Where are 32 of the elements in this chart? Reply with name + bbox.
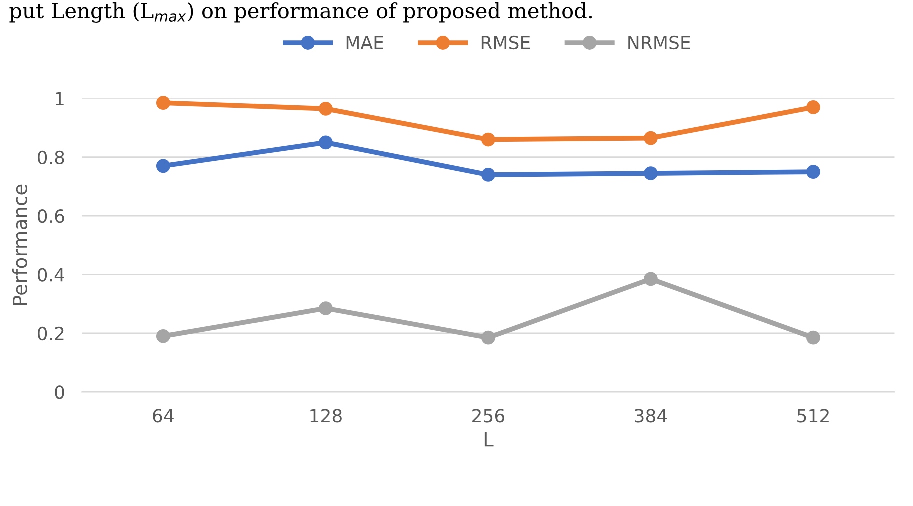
point [318, 136, 333, 150]
legend-label: RMSE [482, 36, 530, 50]
point [482, 168, 496, 182]
y-tick-label: 0.2 [38, 326, 64, 341]
x-tick-label: 128 [310, 409, 342, 423]
point [644, 131, 658, 146]
x-tick-label: 512 [798, 409, 829, 423]
y-tick-label: 0 [55, 386, 64, 400]
x-tick-label: 64 [153, 409, 174, 423]
point [156, 159, 170, 174]
chart-title: put Length (L$_{max}$) on performance of proposed method. [10, 2, 592, 23]
point [156, 329, 170, 344]
point [318, 302, 333, 316]
point [318, 102, 333, 116]
point [482, 330, 496, 345]
y-tick-label: 1 [56, 92, 64, 106]
point [156, 96, 170, 110]
y-tick-label: 0.6 [38, 210, 64, 224]
point [806, 330, 820, 345]
point [806, 165, 820, 179]
x-tick-label: 384 [635, 409, 668, 423]
x-axis-title: L [484, 432, 494, 447]
legend-label: MAE [346, 36, 384, 50]
point [644, 272, 658, 286]
y-tick-label: 0.4 [38, 268, 64, 282]
legend-label: NRMSE [628, 36, 690, 50]
point [482, 132, 496, 147]
y-tick-label: 0.8 [38, 150, 64, 164]
point [806, 100, 820, 114]
y-axis-title: Performance [12, 184, 28, 306]
x-tick-label: 256 [472, 409, 505, 423]
point [644, 166, 658, 180]
